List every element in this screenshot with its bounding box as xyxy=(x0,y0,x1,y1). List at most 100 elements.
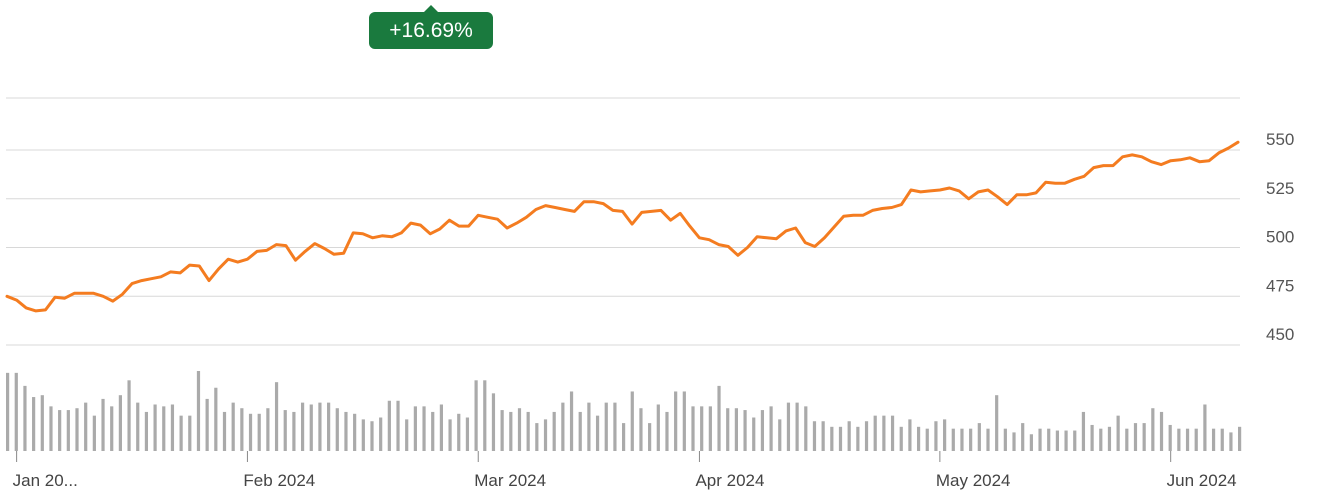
volume-bar xyxy=(439,404,444,451)
volume-bar xyxy=(179,415,183,451)
volume-bar xyxy=(353,413,357,451)
volume-bar xyxy=(283,410,287,451)
volume-bar xyxy=(752,417,756,451)
volume-bar xyxy=(674,391,678,451)
x-tick-label: Apr 2024 xyxy=(695,471,764,490)
volume-bar xyxy=(335,408,339,451)
volume-bar xyxy=(622,423,626,451)
volume-bar xyxy=(58,410,62,451)
volume-bar xyxy=(240,408,244,451)
chart-grid xyxy=(6,97,1240,346)
volume-bar xyxy=(1203,404,1207,451)
volume-bar xyxy=(925,428,929,451)
y-tick-label: 475 xyxy=(1266,276,1294,295)
volume-bar xyxy=(1177,428,1181,451)
volume-bar xyxy=(431,411,435,451)
volume-bar xyxy=(75,408,79,451)
volume-bar xyxy=(344,411,348,451)
volume-bar xyxy=(708,406,712,451)
volume-bar xyxy=(526,411,530,451)
volume-bar xyxy=(682,391,686,451)
volume-bar xyxy=(127,380,131,451)
volume-bar xyxy=(500,410,504,451)
volume-bar xyxy=(248,413,253,451)
volume-bar xyxy=(1229,432,1233,451)
volume-bar xyxy=(483,380,487,451)
volume-bar xyxy=(66,410,70,451)
volume-bar xyxy=(1125,428,1129,451)
volume-bar xyxy=(873,415,877,451)
volume-bar xyxy=(1185,428,1190,451)
volume-bar xyxy=(92,415,96,451)
volume-bar xyxy=(118,395,122,451)
volume-bar xyxy=(32,397,36,451)
volume-bar xyxy=(170,404,175,451)
volume-bar xyxy=(1107,426,1112,451)
volume-bar xyxy=(960,428,964,451)
volume-bar xyxy=(648,423,652,451)
volume-bar xyxy=(1029,434,1033,451)
volume-bar xyxy=(908,419,912,451)
volume-bar xyxy=(387,400,391,451)
volume-bar xyxy=(309,404,313,451)
volume-bar xyxy=(23,385,27,451)
volume-bar xyxy=(40,395,44,451)
volume-bar xyxy=(14,372,18,451)
volume-bar xyxy=(934,421,938,451)
volume-bar xyxy=(890,415,895,451)
y-axis: 450 475 500 525 550 xyxy=(1266,130,1294,344)
volume-bar xyxy=(257,413,261,451)
volume-bar xyxy=(49,406,53,451)
volume-bar xyxy=(266,408,270,451)
y-tick-label: 500 xyxy=(1266,228,1294,247)
volume-bar xyxy=(639,408,643,451)
volume-bar xyxy=(847,421,851,451)
volume-bar xyxy=(448,419,452,451)
volume-bar xyxy=(916,426,921,451)
volume-bar xyxy=(84,402,88,451)
volume-bar xyxy=(318,402,322,451)
volume-bar xyxy=(864,421,869,451)
volume-bar xyxy=(1073,430,1077,451)
volume-bar xyxy=(665,411,669,451)
volume-bar xyxy=(1220,428,1224,451)
volume-bar xyxy=(1211,428,1216,451)
volume-bar xyxy=(222,411,227,451)
change-badge-label: +16.69% xyxy=(389,18,473,42)
volume-bar xyxy=(795,402,799,451)
volume-bar xyxy=(1238,426,1242,451)
volume-bar xyxy=(274,382,279,451)
volume-bar xyxy=(1168,424,1172,451)
volume-bar xyxy=(188,415,192,451)
volume-bar xyxy=(162,406,166,451)
volume-bar xyxy=(327,402,331,451)
volume-bar xyxy=(986,428,990,451)
volume-bar xyxy=(1133,423,1138,451)
volume-bar xyxy=(969,428,973,451)
volume-bar xyxy=(101,398,105,451)
volume-bar xyxy=(734,408,738,451)
volume-bar xyxy=(509,411,513,451)
volume-bar xyxy=(1142,423,1146,451)
x-tick-label: Feb 2024 xyxy=(243,471,315,490)
volume-bar xyxy=(604,402,608,451)
volume-bar xyxy=(804,406,808,451)
volume-bar xyxy=(231,402,235,451)
volume-bar xyxy=(300,402,305,451)
volume-bar xyxy=(899,426,903,451)
volume-bar xyxy=(951,428,955,451)
volume-bar xyxy=(1090,424,1094,451)
volume-bar xyxy=(396,400,400,451)
volume-bar xyxy=(587,402,591,451)
volume-bar xyxy=(144,411,149,451)
x-tick-label: Jun 2024 xyxy=(1167,471,1237,490)
volume-bar xyxy=(543,419,548,451)
volume-bar xyxy=(370,421,374,451)
x-tick-label: Mar 2024 xyxy=(474,471,546,490)
volume-bar xyxy=(578,411,582,451)
volume-bar xyxy=(379,417,383,451)
volume-bar xyxy=(856,426,860,451)
volume-bar xyxy=(517,408,522,451)
volume-bar xyxy=(1021,423,1025,451)
